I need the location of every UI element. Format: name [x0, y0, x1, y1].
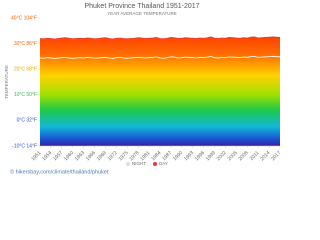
night-line	[39, 55, 281, 59]
x-tick-label: 1951	[30, 150, 42, 162]
x-tick-label: 1996	[194, 150, 206, 162]
x-tick-label: 1999	[205, 150, 217, 162]
x-tick-label: 1954	[41, 150, 53, 162]
legend-marker	[126, 162, 130, 166]
y-tick-label: -10°C 14°F	[12, 143, 37, 149]
legend-label: DAY	[159, 161, 168, 166]
x-tick-label: 1972	[107, 150, 119, 162]
x-tick-label: 1963	[74, 150, 86, 162]
x-tick-label: 2011	[249, 150, 261, 162]
y-tick-label: 30°C 86°F	[14, 41, 37, 47]
x-tick-label: 1975	[118, 150, 130, 162]
chart-title: Phuket Province Thailand 1951-2017	[84, 3, 199, 10]
y-tick-label: 40°C 104°F	[11, 15, 37, 21]
y-axis-label: TEMPERATURE	[4, 65, 9, 99]
legend-label: NIGHT	[132, 161, 146, 166]
legend-marker	[153, 162, 157, 166]
chart: Phuket Province Thailand 1951-2017 YEAR …	[4, 3, 282, 176]
x-tick-label: 2005	[227, 150, 239, 162]
y-tick-label: 0°C 32°F	[17, 118, 37, 124]
x-tick-label: 2002	[216, 150, 228, 162]
y-tick-label: 10°C 50°F	[14, 92, 37, 98]
x-tick-label: 1966	[85, 150, 97, 162]
x-tick-label: 2014	[259, 150, 271, 162]
x-tick-label: 1969	[96, 150, 108, 162]
day-area	[40, 36, 280, 146]
x-tick-label: 1990	[172, 150, 184, 162]
x-tick-label: 1960	[63, 150, 75, 162]
x-tick-label: 2008	[238, 150, 250, 162]
x-tick-label: 1993	[183, 150, 195, 162]
day-line	[39, 36, 281, 40]
y-tick-label: 20°C 68°F	[14, 67, 37, 73]
footer: © hikersbay.com/climate/thailand/phuket	[10, 168, 109, 175]
x-tick-label: 2017	[270, 150, 282, 162]
chart-subtitle: YEAR AVERAGE TEMPERATURE	[107, 11, 177, 16]
x-tick-label: 1957	[52, 150, 64, 162]
